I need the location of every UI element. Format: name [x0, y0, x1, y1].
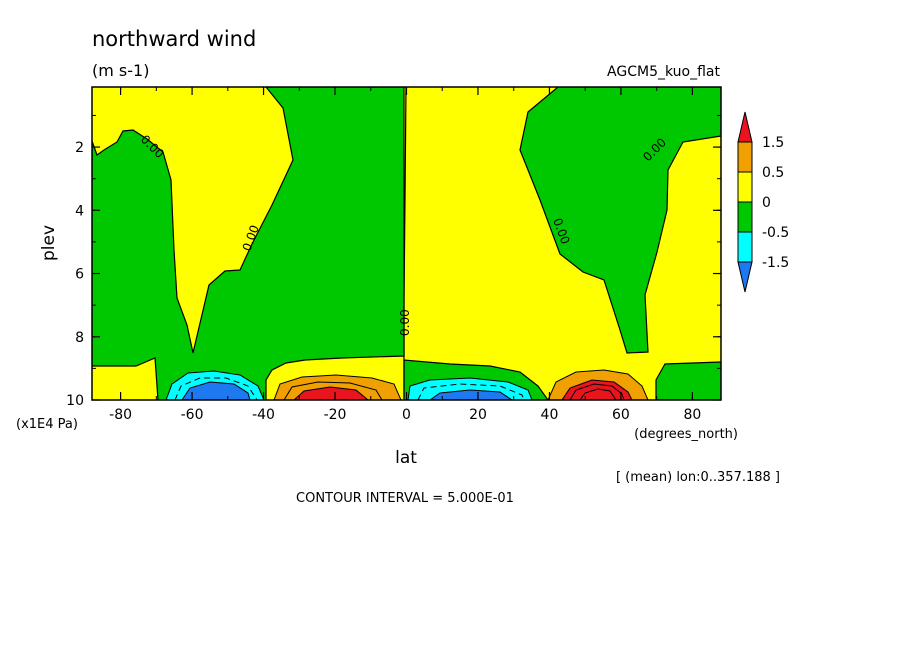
contour-label: 0.00 [398, 309, 412, 336]
chart-title: northward wind [92, 27, 256, 51]
x-tick-label: 80 [683, 407, 701, 423]
red-core-north [561, 379, 633, 400]
green-region-north-lower [655, 361, 721, 400]
colorbar-level: -0.5 [762, 225, 789, 241]
contour-interval: CONTOUR INTERVAL = 5.000E-01 [296, 491, 514, 506]
colorbar-green [737, 201, 753, 233]
x-tick-label: 40 [541, 407, 559, 423]
y-tick-label: 2 [75, 140, 84, 156]
x-axis-label: lat [395, 448, 417, 468]
colorbar-level: 0.5 [762, 165, 784, 181]
colorbar-top-arrow [737, 111, 753, 143]
x-tick-label: -40 [252, 407, 275, 423]
y-axis-label: plev [39, 225, 59, 261]
x-tick-label: 20 [469, 407, 487, 423]
x-axis: -80 -60 -40 -20 0 20 40 60 80 [109, 87, 701, 423]
x-tick-label: -20 [324, 407, 347, 423]
red-core-south [293, 386, 369, 400]
blue-core-north [429, 389, 513, 400]
blue-core-south [181, 381, 251, 400]
x-tick-label: -80 [109, 407, 132, 423]
dashed-contour-north [417, 383, 525, 400]
colorbar-yellow [737, 171, 753, 203]
y-axis-units: (x1E4 Pa) [16, 417, 78, 432]
colorbar-level: 0 [762, 195, 771, 211]
dashed-contour-south [174, 377, 258, 400]
solid-contour-north-1 [569, 383, 625, 400]
colorbar-bottom-arrow [737, 261, 753, 293]
y-tick-label: 6 [75, 267, 84, 283]
x-tick-label: -60 [181, 407, 204, 423]
colorbar-level: -1.5 [762, 255, 789, 271]
y-tick-label: 4 [75, 203, 84, 219]
dataset-label: AGCM5_kuo_flat [607, 64, 720, 80]
solid-contour-north-2 [579, 388, 617, 400]
x-tick-label: 0 [402, 407, 411, 423]
colorbar-orange [737, 141, 753, 173]
y-axis: 2 4 6 8 10 [66, 114, 721, 409]
green-region-south [92, 87, 405, 400]
chart-units: (m s-1) [92, 61, 149, 80]
colorbar-cyan [737, 231, 753, 263]
y-tick-label: 8 [75, 330, 84, 346]
y-tick-label: 10 [66, 393, 84, 409]
x-axis-units: (degrees_north) [634, 427, 738, 442]
zero-contour-equator [403, 87, 407, 400]
plot-area [92, 87, 721, 400]
x-tick-label: 60 [612, 407, 630, 423]
colorbar: 1.5 0.5 0 -0.5 -1.5 [737, 111, 789, 293]
region-note: [ (mean) lon:0..357.188 ] [616, 470, 780, 485]
solid-contour-south [283, 381, 383, 400]
green-region-north [519, 87, 721, 354]
colorbar-level: 1.5 [762, 135, 784, 151]
